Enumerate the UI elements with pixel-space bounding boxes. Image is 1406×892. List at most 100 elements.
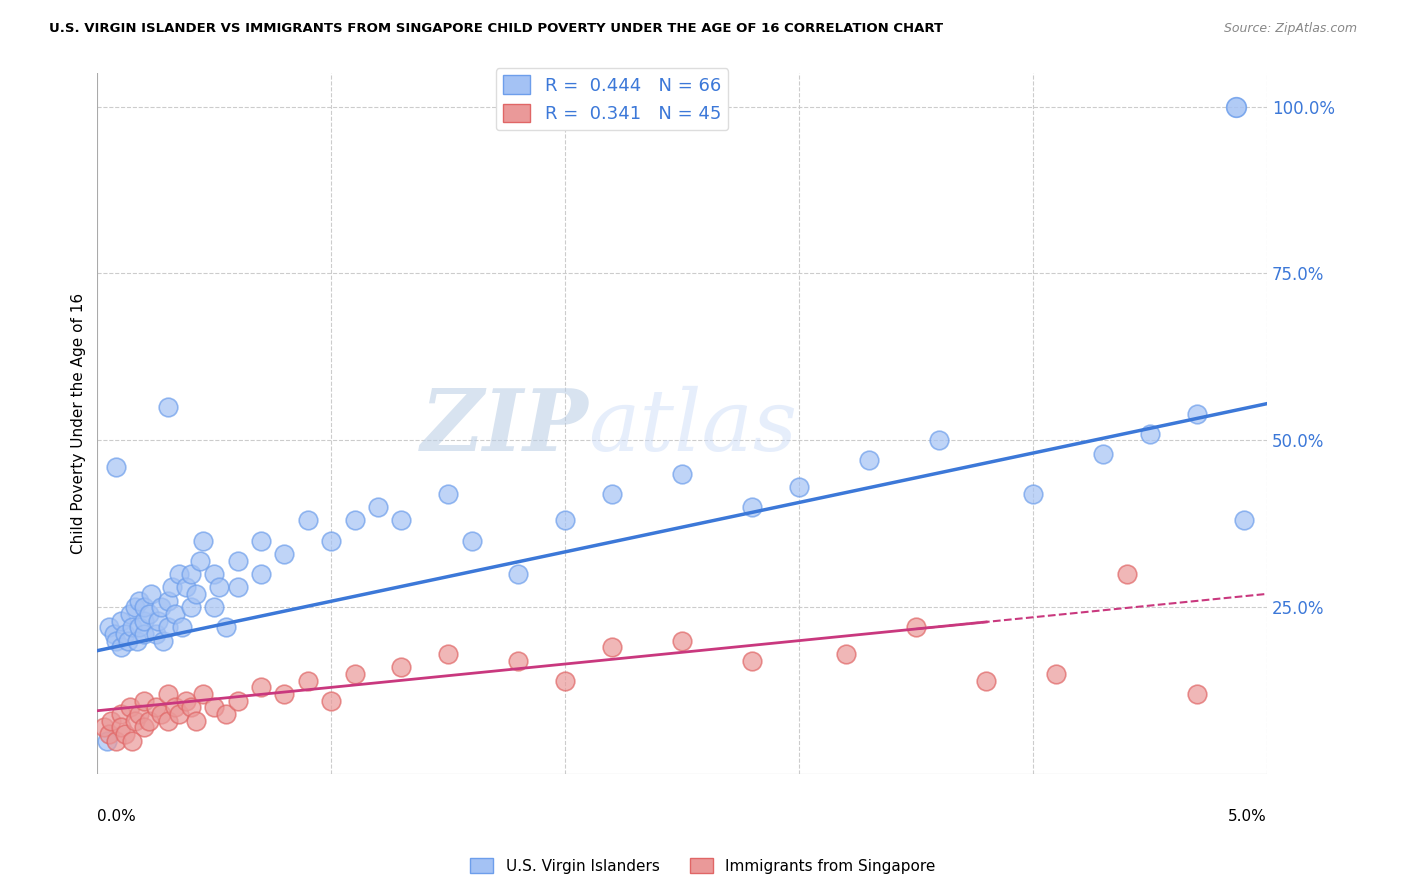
Point (858, 453, 880, 467)
Point (554, 513, 576, 527)
Point (174, 580, 197, 594)
Point (128, 620, 150, 634)
Legend: R =  0.444   N = 66, R =  0.341   N = 45: R = 0.444 N = 66, R = 0.341 N = 45 (496, 69, 728, 130)
Point (114, 627, 136, 641)
Point (188, 553, 211, 567)
Point (191, 533, 214, 548)
Point (120, 607, 142, 621)
Point (202, 566, 225, 581)
Point (180, 566, 202, 581)
Point (226, 694, 249, 708)
Point (105, 460, 128, 475)
Point (134, 694, 156, 708)
Point (928, 434, 950, 448)
Point (156, 593, 179, 607)
Point (124, 714, 146, 728)
Point (96, 733, 118, 747)
Point (208, 580, 231, 594)
Point (250, 533, 273, 548)
Text: atlas: atlas (589, 386, 797, 468)
Point (671, 633, 693, 648)
Point (110, 720, 132, 734)
Point (134, 627, 156, 641)
Point (180, 700, 202, 714)
Point (93, 720, 115, 734)
Point (321, 694, 343, 708)
Point (297, 673, 319, 688)
Point (98, 727, 121, 741)
Text: Source: ZipAtlas.com: Source: ZipAtlas.com (1223, 22, 1357, 36)
Point (1092, 447, 1115, 461)
Point (105, 733, 128, 747)
Point (110, 640, 132, 655)
Point (1045, 667, 1067, 681)
Point (367, 500, 389, 515)
Point (174, 694, 197, 708)
Point (1225, 100, 1247, 114)
Point (145, 700, 167, 714)
Point (138, 714, 160, 728)
Point (202, 600, 225, 615)
Text: U.S. VIRGIN ISLANDER VS IMMIGRANTS FROM SINGAPORE CHILD POVERTY UNDER THE AGE OF: U.S. VIRGIN ISLANDER VS IMMIGRANTS FROM … (49, 22, 943, 36)
Point (215, 707, 238, 722)
Point (191, 687, 214, 701)
Text: 5.0%: 5.0% (1229, 809, 1267, 824)
Point (105, 633, 128, 648)
Point (343, 667, 366, 681)
Point (134, 614, 156, 628)
Point (835, 647, 858, 661)
Point (1115, 566, 1137, 581)
Point (128, 593, 150, 607)
Point (146, 614, 169, 628)
Point (1139, 426, 1161, 441)
Point (121, 733, 143, 747)
Point (156, 687, 179, 701)
Point (138, 607, 160, 621)
Point (297, 513, 319, 527)
Point (391, 513, 413, 527)
Point (100, 714, 122, 728)
Point (184, 714, 207, 728)
Point (163, 700, 186, 714)
Point (134, 600, 156, 615)
Point (1232, 513, 1254, 527)
Point (1185, 687, 1208, 701)
Point (250, 566, 273, 581)
Point (215, 620, 238, 634)
Point (1185, 407, 1208, 421)
Point (167, 566, 190, 581)
Point (391, 660, 413, 674)
Point (321, 533, 343, 548)
Point (600, 487, 623, 501)
Point (974, 673, 997, 688)
Point (1022, 487, 1045, 501)
Y-axis label: Child Poverty Under the Age of 16: Child Poverty Under the Age of 16 (72, 293, 86, 554)
Point (127, 633, 149, 648)
Point (184, 587, 207, 601)
Point (114, 727, 136, 741)
Point (508, 654, 530, 668)
Point (170, 620, 193, 634)
Point (226, 553, 249, 567)
Text: 0.0%: 0.0% (97, 809, 136, 824)
Point (437, 487, 460, 501)
Point (671, 467, 693, 481)
Point (741, 654, 763, 668)
Point (121, 620, 143, 634)
Point (163, 607, 186, 621)
Legend: U.S. Virgin Islanders, Immigrants from Singapore: U.S. Virgin Islanders, Immigrants from S… (464, 852, 942, 880)
Point (787, 480, 810, 494)
Point (437, 647, 460, 661)
Point (156, 400, 179, 414)
Point (141, 587, 163, 601)
Point (180, 600, 202, 615)
Point (156, 714, 179, 728)
Point (460, 533, 482, 548)
Point (156, 620, 179, 634)
Point (149, 707, 172, 722)
Point (508, 566, 530, 581)
Point (117, 633, 139, 648)
Point (110, 614, 132, 628)
Text: ZIP: ZIP (420, 385, 589, 469)
Point (98, 620, 121, 634)
